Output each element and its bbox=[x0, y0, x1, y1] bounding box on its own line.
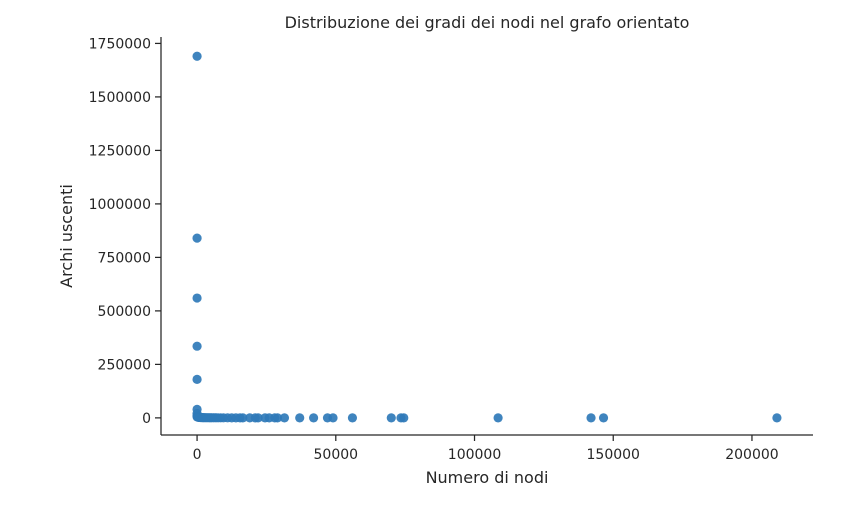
data-point bbox=[328, 413, 338, 423]
y-tick-label: 750000 bbox=[98, 250, 151, 266]
data-point bbox=[308, 413, 319, 423]
y-tick-label: 1250000 bbox=[89, 143, 151, 159]
data-point bbox=[192, 51, 202, 61]
data-point bbox=[253, 413, 263, 423]
x-axis-label: Numero di nodi bbox=[426, 468, 549, 487]
y-tick-label: 1000000 bbox=[89, 197, 151, 213]
data-point bbox=[272, 413, 283, 423]
x-tick-label: 100000 bbox=[448, 447, 501, 463]
data-point bbox=[192, 233, 202, 243]
x-tick-label: 200000 bbox=[725, 447, 778, 463]
data-point bbox=[238, 413, 248, 423]
y-tick-label: 1500000 bbox=[89, 90, 151, 106]
data-point bbox=[192, 374, 202, 384]
y-tick-label: 0 bbox=[142, 411, 151, 427]
y-tick-label: 500000 bbox=[98, 304, 151, 320]
data-point bbox=[295, 413, 305, 423]
y-axis-label: Archi uscenti bbox=[57, 184, 76, 288]
y-axis-ticks: 0 250000 500000 750000 1000000 1250000 1500000… bbox=[89, 36, 161, 427]
data-point bbox=[772, 413, 782, 423]
x-axis-ticks: 0 50000 100000 150000 200000 bbox=[193, 435, 779, 463]
chart-title: Distribuzione dei gradi dei nodi nel gra… bbox=[285, 13, 690, 32]
data-point bbox=[586, 413, 596, 423]
axes-spines bbox=[160, 37, 813, 436]
data-points bbox=[192, 51, 782, 423]
x-tick-label: 150000 bbox=[587, 447, 640, 463]
y-tick-label: 1750000 bbox=[89, 36, 151, 52]
data-point bbox=[386, 413, 396, 423]
data-point bbox=[598, 413, 609, 423]
data-point bbox=[279, 413, 290, 423]
data-point bbox=[192, 341, 202, 351]
y-tick-label: 250000 bbox=[98, 357, 151, 373]
x-tick-label: 0 bbox=[193, 447, 202, 463]
data-point bbox=[347, 413, 358, 423]
x-tick-label: 50000 bbox=[314, 447, 359, 463]
data-point bbox=[493, 413, 503, 423]
data-point bbox=[192, 293, 202, 303]
data-point bbox=[399, 413, 409, 423]
